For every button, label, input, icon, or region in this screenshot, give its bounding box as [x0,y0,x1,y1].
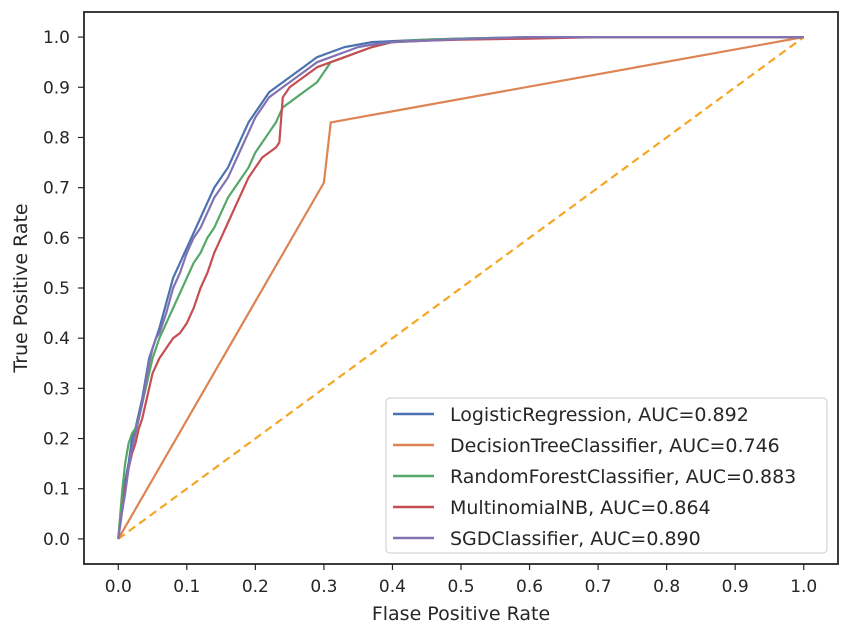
legend-label-2: RandomForestClassifier, AUC=0.883 [450,466,796,488]
x-tick-label: 0.7 [585,577,612,597]
x-tick-label: 0.3 [310,577,337,597]
series-line-0 [117,35,804,540]
x-tick-label: 0.2 [242,577,269,597]
y-tick-label: 0.0 [43,530,70,550]
series-line-4 [117,35,804,540]
x-tick-label: 0.9 [722,577,749,597]
y-tick-label: 0.1 [43,480,70,500]
y-tick-label: 0.7 [43,179,70,199]
x-axis-ticks: 0.0 0.1 0.2 0.3 0.4 0.5 0.6 0.7 0.8 0.9 1.0 [105,564,817,597]
y-tick-label: 0.9 [43,78,70,98]
y-axis-ticks: 0.0 0.1 0.2 0.3 0.4 0.5 0.6 0.7 0.8 0.9 1.0 [43,28,84,550]
x-tick-label: 0.0 [105,577,132,597]
series-line-1 [117,36,804,540]
x-tick-label: 0.8 [653,577,680,597]
y-tick-label: 0.6 [43,229,70,249]
x-tick-label: 1.0 [790,577,817,597]
series-line-3 [117,35,804,540]
legend-label-3: MultinomialNB, AUC=0.864 [450,497,711,519]
x-tick-label: 0.5 [447,577,474,597]
x-tick-label: 0.6 [516,577,543,597]
y-tick-label: 0.2 [43,430,70,450]
y-tick-label: 0.4 [43,329,70,349]
legend-label-1: DecisionTreeClassifier, AUC=0.746 [450,435,780,457]
plot-lines [117,35,805,540]
reference-diagonal-line [117,36,805,540]
y-tick-label: 0.5 [43,279,70,299]
x-tick-label: 0.1 [173,577,200,597]
y-tick-label: 1.0 [43,28,70,48]
x-tick-label: 0.4 [379,577,406,597]
y-tick-label: 0.8 [43,128,70,148]
y-axis-label: True Positive Rate [10,203,32,373]
legend-label-0: LogisticRegression, AUC=0.892 [450,404,749,426]
legend-label-4: SGDClassifier, AUC=0.890 [450,528,701,550]
legend-box [385,397,828,554]
y-tick-label: 0.3 [43,379,70,399]
x-axis-label: Flase Positive Rate [372,603,550,625]
legend: LogisticRegression, AUC=0.892 DecisionTre… [385,397,828,554]
